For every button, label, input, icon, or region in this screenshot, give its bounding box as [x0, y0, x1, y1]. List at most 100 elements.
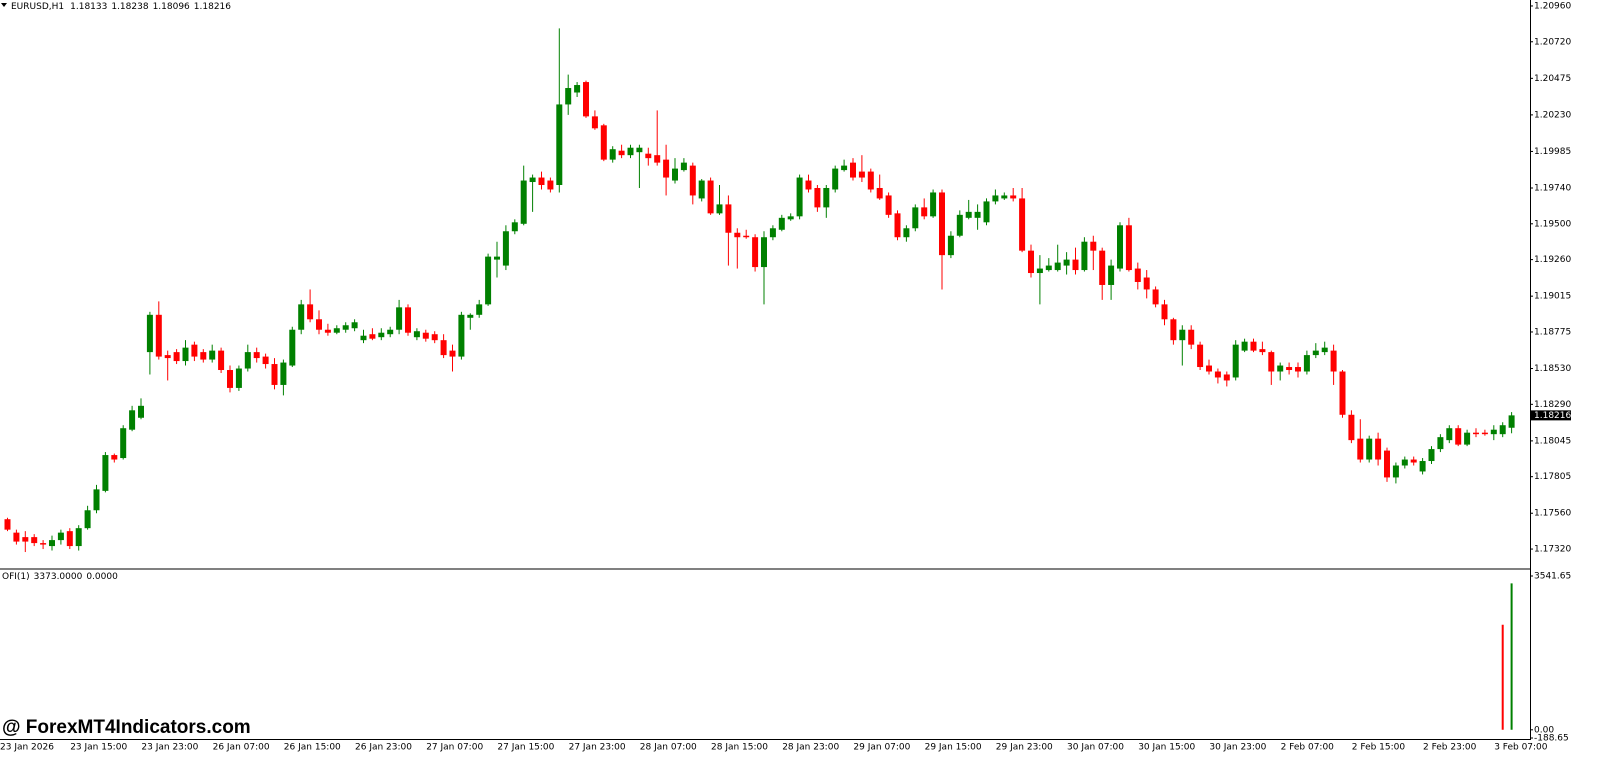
candle-body	[1401, 459, 1408, 466]
x-tick-label: 2 Feb 15:00	[1352, 743, 1406, 753]
candle-body	[1241, 341, 1248, 351]
candle-body	[832, 168, 839, 190]
candle-body	[645, 153, 652, 159]
x-tick-label: 3 Feb 07:00	[1494, 743, 1548, 753]
candle-body	[618, 150, 625, 156]
candle-body	[609, 149, 616, 160]
candle-body	[1375, 438, 1382, 460]
candle-body	[841, 165, 848, 171]
candle-body	[316, 319, 322, 330]
candle-body	[1499, 425, 1506, 435]
candle-body	[57, 532, 64, 541]
candle-body	[707, 180, 714, 214]
candle-body	[209, 350, 216, 360]
candle-body	[814, 187, 821, 208]
candle-body	[1090, 241, 1097, 251]
candle-body	[1232, 344, 1239, 378]
candle-body	[1437, 437, 1444, 450]
candle-body	[173, 352, 180, 362]
candle-body	[716, 204, 723, 214]
candle-body	[342, 325, 349, 330]
candle-body	[761, 237, 767, 268]
x-tick-label: 23 Jan 15:00	[70, 743, 127, 753]
candle-body	[405, 307, 411, 333]
candle-body	[627, 147, 634, 156]
x-tick-label: 28 Jan 23:00	[782, 743, 839, 753]
candle-body	[1366, 438, 1373, 460]
candle-body	[333, 328, 340, 333]
candle-body	[494, 256, 500, 260]
y-tick-label: -188.65	[1534, 734, 1569, 744]
candle-body	[947, 235, 954, 256]
y-tick-label: 1.17320	[1534, 545, 1571, 555]
x-tick-label: 2 Feb 23:00	[1423, 743, 1477, 753]
candle-body	[1250, 341, 1257, 351]
candle-body	[1455, 428, 1462, 445]
candle-body	[1330, 350, 1337, 372]
candle-body	[1161, 304, 1168, 320]
y-tick-label: 1.18530	[1534, 364, 1571, 374]
candle-body	[1010, 195, 1017, 199]
candle-body	[796, 177, 803, 217]
candle-body	[1054, 262, 1061, 271]
close-value: 1.18216	[194, 2, 231, 12]
candle-body	[1108, 265, 1115, 285]
watermark: @ ForexMT4Indicators.com	[2, 717, 251, 738]
candle-body	[467, 314, 474, 318]
candle-body	[787, 216, 794, 220]
candle-body	[40, 543, 47, 545]
candle-body	[520, 180, 527, 224]
candle-body	[894, 213, 901, 238]
x-tick-label: 29 Jan 07:00	[853, 743, 910, 753]
candle-body	[4, 519, 11, 530]
candle-body	[636, 147, 643, 153]
open-value: 1.18133	[70, 2, 107, 12]
y-tick-label: 1.20720	[1534, 37, 1571, 47]
candle-body	[672, 168, 678, 181]
candle-body	[538, 177, 545, 186]
candle-body	[485, 256, 492, 305]
candle-body	[271, 364, 278, 385]
x-tick-label: 27 Jan 15:00	[497, 743, 554, 753]
x-tick-label: 29 Jan 15:00	[925, 743, 982, 753]
y-tick-label: 1.19500	[1534, 219, 1571, 229]
candle-body	[992, 195, 999, 202]
candle-body	[1321, 347, 1328, 353]
candle-body	[903, 228, 910, 238]
candle-body	[698, 180, 705, 199]
candle-body	[360, 335, 367, 341]
candle-body	[1117, 225, 1123, 269]
candle-body	[1312, 350, 1319, 356]
candle-body	[164, 355, 171, 359]
y-tick-label: 1.18775	[1534, 327, 1571, 337]
candle-body	[280, 362, 287, 385]
candle-body	[1277, 365, 1284, 372]
candle-body	[369, 334, 376, 339]
candle-body	[75, 528, 82, 547]
candle-body	[1508, 415, 1515, 428]
candle-body	[1259, 349, 1266, 353]
candle-body	[1392, 465, 1399, 478]
candle-body	[1303, 355, 1310, 372]
candle-body	[511, 222, 518, 232]
candle-body	[422, 332, 429, 339]
candle-body	[298, 304, 305, 330]
candle-body	[1152, 289, 1159, 305]
candle-body	[1170, 319, 1177, 341]
candle-body	[13, 532, 20, 542]
x-tick-label: 30 Jan 07:00	[1067, 743, 1124, 753]
candle-body	[583, 82, 589, 117]
candle-body	[778, 217, 785, 230]
candle-body	[965, 211, 972, 218]
candle-body	[734, 232, 741, 238]
candle-body	[502, 231, 509, 266]
x-tick-label: 28 Jan 07:00	[640, 743, 697, 753]
indicator-header: OFI(1) 3373.0000 0.0000	[2, 572, 118, 582]
candle-body	[1464, 432, 1471, 445]
candle-body	[743, 235, 750, 238]
y-tick-label: 1.18045	[1534, 436, 1571, 446]
collapse-arrow[interactable]	[1, 3, 7, 7]
candle-body	[191, 344, 198, 357]
candle-body	[253, 352, 260, 359]
candle-body	[1410, 459, 1417, 463]
